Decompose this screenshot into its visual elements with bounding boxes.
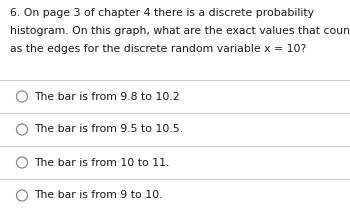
Text: The bar is from 9 to 10.: The bar is from 9 to 10. [35,191,163,200]
Text: 6. On page 3 of chapter 4 there is a discrete probability: 6. On page 3 of chapter 4 there is a dis… [10,8,314,18]
Text: The bar is from 9.5 to 10.5.: The bar is from 9.5 to 10.5. [35,124,183,134]
Text: histogram. On this graph, what are the exact values that count: histogram. On this graph, what are the e… [10,26,350,36]
Text: The bar is from 10 to 11.: The bar is from 10 to 11. [35,157,170,168]
Text: The bar is from 9.8 to 10.2: The bar is from 9.8 to 10.2 [35,92,180,101]
Text: as the edges for the discrete random variable x = 10?: as the edges for the discrete random var… [10,44,306,54]
